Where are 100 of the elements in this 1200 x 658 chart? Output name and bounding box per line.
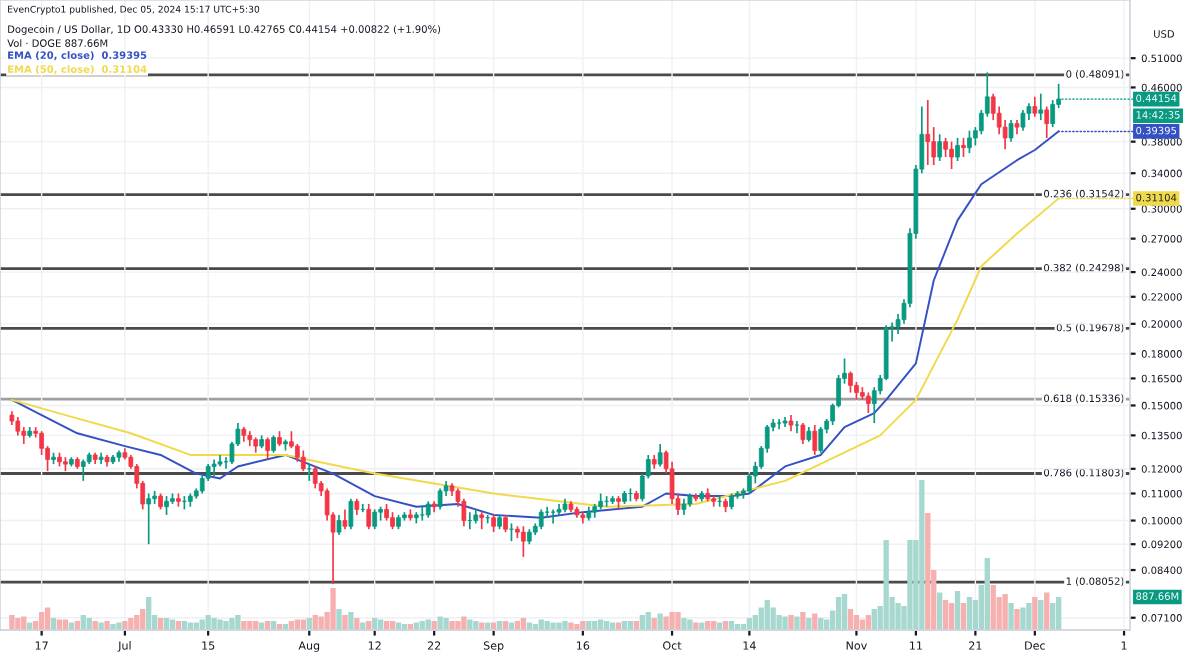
bar [568,622,574,630]
bar [925,513,931,630]
bar [1044,592,1050,630]
bar [948,603,955,630]
bar [98,622,104,630]
bar [318,616,324,630]
bar [217,619,223,630]
bar [960,603,967,630]
bar [1002,594,1008,630]
candlestick [865,391,871,414]
candlestick [348,497,354,531]
bar [92,621,98,630]
candlestick [211,458,217,477]
bar [104,621,110,630]
bar [788,615,794,630]
bar [693,622,699,630]
candlestick [265,436,270,461]
bar [211,618,217,630]
bar [764,600,770,630]
bar [9,615,15,630]
candlestick [15,416,21,437]
candlestick [1020,109,1026,132]
bar [663,616,669,630]
bar [841,594,848,630]
bar [990,585,996,630]
bar [122,621,128,630]
bar [907,540,913,630]
bar [895,603,901,630]
candlestick [1032,96,1038,118]
bar [1020,607,1026,630]
bar [675,612,681,630]
bar [229,618,235,630]
bar [437,616,443,630]
candlestick [366,503,372,531]
candlestick [800,422,806,445]
bar [241,621,247,630]
bar [984,558,990,630]
bar [330,588,336,630]
bar [1008,603,1014,630]
bar [681,618,687,630]
bar [342,615,348,630]
bar [461,616,467,630]
bar [806,618,812,630]
bar [770,607,776,630]
candlestick [146,492,152,546]
bar [657,613,663,630]
bar [966,597,973,630]
bar [348,612,354,630]
candlestick [1038,92,1044,121]
bar [800,612,806,630]
bar [758,607,764,630]
bar [449,621,455,630]
candlestick [848,370,853,394]
candlestick [342,508,348,531]
bar [883,540,889,630]
candlestick [949,140,954,170]
bar [15,618,21,630]
bar [431,621,437,630]
bar [336,609,342,630]
candlestick [419,505,425,522]
candlestick [1044,105,1050,139]
bar [116,622,122,630]
candlestick [1008,119,1014,143]
bar [580,621,586,630]
bar [110,624,116,630]
bar [556,622,562,630]
bar [687,619,693,630]
candlestick [657,443,663,468]
bar [146,597,152,630]
bar [574,624,580,630]
candlestick [794,420,800,435]
candlestick [372,508,378,531]
bar [669,612,675,630]
candlestick [961,137,966,158]
bar [467,619,473,630]
candlestick [955,137,960,162]
bar [1014,609,1020,630]
candlestick [437,487,443,511]
bar [937,592,943,630]
bar [1038,600,1044,630]
candlestick [300,449,306,473]
bar [1050,603,1056,630]
candlestick [967,129,972,154]
bar [782,616,788,630]
bar [235,615,241,630]
bar [942,600,949,630]
candlestick [812,424,818,456]
bar [835,597,842,630]
candlestick [818,426,824,454]
bar [794,616,800,630]
candlestick [164,495,169,516]
bar [954,591,961,630]
bar [443,618,449,630]
bar [1032,597,1038,630]
bar [44,607,51,630]
bar [1055,597,1062,630]
candlestick [479,511,485,531]
candlestick [776,418,782,430]
bar [562,621,568,630]
bar [544,621,550,630]
